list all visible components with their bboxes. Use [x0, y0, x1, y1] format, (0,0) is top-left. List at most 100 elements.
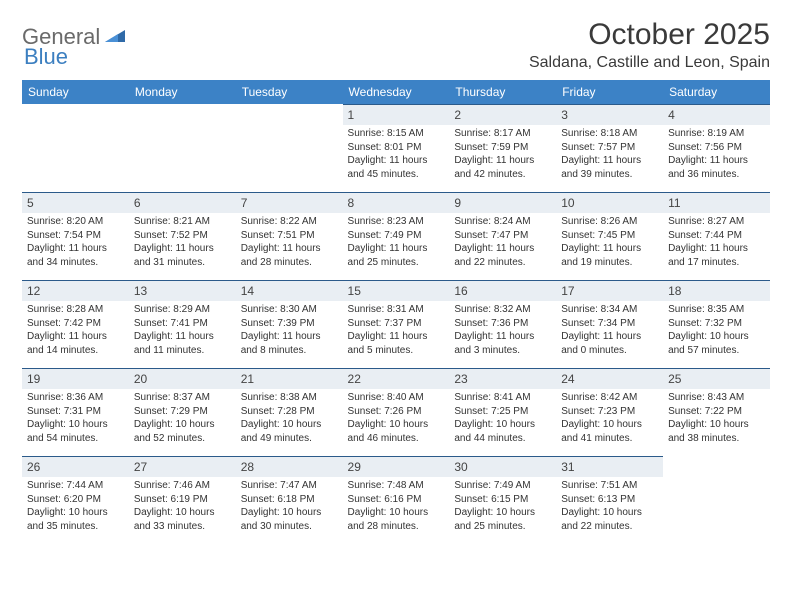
sunrise-text: Sunrise: 8:34 AM: [561, 303, 658, 317]
day-number: 23: [449, 369, 556, 389]
day-info: Sunrise: 7:48 AMSunset: 6:16 PMDaylight:…: [343, 479, 450, 533]
day-number: 1: [343, 105, 450, 125]
week-row: 5Sunrise: 8:20 AMSunset: 7:54 PMDaylight…: [22, 192, 770, 280]
day-cell: 2Sunrise: 8:17 AMSunset: 7:59 PMDaylight…: [449, 104, 556, 192]
calendar-table: SundayMondayTuesdayWednesdayThursdayFrid…: [22, 80, 770, 544]
sunset-text: Sunset: 7:49 PM: [348, 229, 445, 243]
day-cell: 31Sunrise: 7:51 AMSunset: 6:13 PMDayligh…: [556, 456, 663, 544]
day-number: 13: [129, 281, 236, 301]
day-number: 26: [22, 457, 129, 477]
day-info: Sunrise: 8:32 AMSunset: 7:36 PMDaylight:…: [449, 303, 556, 357]
day-cell: 26Sunrise: 7:44 AMSunset: 6:20 PMDayligh…: [22, 456, 129, 544]
day-info: Sunrise: 8:20 AMSunset: 7:54 PMDaylight:…: [22, 215, 129, 269]
day-info: Sunrise: 7:44 AMSunset: 6:20 PMDaylight:…: [22, 479, 129, 533]
sunrise-text: Sunrise: 8:36 AM: [27, 391, 124, 405]
day-number: 12: [22, 281, 129, 301]
day-cell: 11Sunrise: 8:27 AMSunset: 7:44 PMDayligh…: [663, 192, 770, 280]
daylight-text-1: Daylight: 10 hours: [561, 506, 658, 520]
week-row: 19Sunrise: 8:36 AMSunset: 7:31 PMDayligh…: [22, 368, 770, 456]
calendar-page: General October 2025 Saldana, Castille a…: [0, 0, 792, 554]
daynum-bar: 26: [22, 456, 129, 477]
sunrise-text: Sunrise: 7:44 AM: [27, 479, 124, 493]
daylight-text-2: and 3 minutes.: [454, 344, 551, 358]
logo-blue-text: Blue: [24, 44, 68, 69]
day-cell: 1Sunrise: 8:15 AMSunset: 8:01 PMDaylight…: [343, 104, 450, 192]
daylight-text-2: and 14 minutes.: [27, 344, 124, 358]
day-info: Sunrise: 8:28 AMSunset: 7:42 PMDaylight:…: [22, 303, 129, 357]
month-title: October 2025: [529, 18, 770, 52]
day-number: 29: [343, 457, 450, 477]
sunset-text: Sunset: 7:44 PM: [668, 229, 765, 243]
daynum-bar: 20: [129, 368, 236, 389]
sunrise-text: Sunrise: 8:43 AM: [668, 391, 765, 405]
day-info: Sunrise: 7:51 AMSunset: 6:13 PMDaylight:…: [556, 479, 663, 533]
day-cell: [663, 456, 770, 544]
sunrise-text: Sunrise: 8:30 AM: [241, 303, 338, 317]
day-cell: 18Sunrise: 8:35 AMSunset: 7:32 PMDayligh…: [663, 280, 770, 368]
daylight-text-1: Daylight: 11 hours: [668, 154, 765, 168]
daylight-text-1: Daylight: 11 hours: [561, 242, 658, 256]
daylight-text-1: Daylight: 10 hours: [27, 506, 124, 520]
sunset-text: Sunset: 7:37 PM: [348, 317, 445, 331]
day-cell: 22Sunrise: 8:40 AMSunset: 7:26 PMDayligh…: [343, 368, 450, 456]
day-number: 5: [22, 193, 129, 213]
day-cell: 13Sunrise: 8:29 AMSunset: 7:41 PMDayligh…: [129, 280, 236, 368]
day-info: Sunrise: 8:31 AMSunset: 7:37 PMDaylight:…: [343, 303, 450, 357]
daynum-bar: 6: [129, 192, 236, 213]
sunset-text: Sunset: 7:41 PM: [134, 317, 231, 331]
day-cell: 8Sunrise: 8:23 AMSunset: 7:49 PMDaylight…: [343, 192, 450, 280]
day-number: 20: [129, 369, 236, 389]
day-cell: 28Sunrise: 7:47 AMSunset: 6:18 PMDayligh…: [236, 456, 343, 544]
daylight-text-1: Daylight: 11 hours: [454, 330, 551, 344]
daylight-text-2: and 57 minutes.: [668, 344, 765, 358]
daylight-text-1: Daylight: 11 hours: [348, 330, 445, 344]
day-number: 21: [236, 369, 343, 389]
day-number: 14: [236, 281, 343, 301]
sunset-text: Sunset: 7:56 PM: [668, 141, 765, 155]
daynum-bar: 4: [663, 104, 770, 125]
location-text: Saldana, Castille and Leon, Spain: [529, 54, 770, 72]
day-number: 19: [22, 369, 129, 389]
daynum-bar: 12: [22, 280, 129, 301]
day-info: Sunrise: 8:23 AMSunset: 7:49 PMDaylight:…: [343, 215, 450, 269]
day-cell: 4Sunrise: 8:19 AMSunset: 7:56 PMDaylight…: [663, 104, 770, 192]
sunrise-text: Sunrise: 8:28 AM: [27, 303, 124, 317]
sunrise-text: Sunrise: 8:40 AM: [348, 391, 445, 405]
day-info: Sunrise: 8:34 AMSunset: 7:34 PMDaylight:…: [556, 303, 663, 357]
day-info: Sunrise: 8:35 AMSunset: 7:32 PMDaylight:…: [663, 303, 770, 357]
week-row: 1Sunrise: 8:15 AMSunset: 8:01 PMDaylight…: [22, 104, 770, 192]
dayname-tuesday: Tuesday: [236, 80, 343, 104]
day-cell: 3Sunrise: 8:18 AMSunset: 7:57 PMDaylight…: [556, 104, 663, 192]
day-info: Sunrise: 8:19 AMSunset: 7:56 PMDaylight:…: [663, 127, 770, 181]
day-cell: 30Sunrise: 7:49 AMSunset: 6:15 PMDayligh…: [449, 456, 556, 544]
day-cell: 21Sunrise: 8:38 AMSunset: 7:28 PMDayligh…: [236, 368, 343, 456]
day-cell: 12Sunrise: 8:28 AMSunset: 7:42 PMDayligh…: [22, 280, 129, 368]
day-number: 31: [556, 457, 663, 477]
dayname-sunday: Sunday: [22, 80, 129, 104]
daylight-text-2: and 22 minutes.: [561, 520, 658, 534]
day-cell: 27Sunrise: 7:46 AMSunset: 6:19 PMDayligh…: [129, 456, 236, 544]
daylight-text-1: Daylight: 11 hours: [561, 330, 658, 344]
day-number: 6: [129, 193, 236, 213]
daylight-text-1: Daylight: 11 hours: [241, 330, 338, 344]
day-info: Sunrise: 8:21 AMSunset: 7:52 PMDaylight:…: [129, 215, 236, 269]
day-cell: 14Sunrise: 8:30 AMSunset: 7:39 PMDayligh…: [236, 280, 343, 368]
sunset-text: Sunset: 7:51 PM: [241, 229, 338, 243]
day-info: Sunrise: 8:22 AMSunset: 7:51 PMDaylight:…: [236, 215, 343, 269]
day-info: Sunrise: 7:46 AMSunset: 6:19 PMDaylight:…: [129, 479, 236, 533]
dayname-wednesday: Wednesday: [343, 80, 450, 104]
daynum-bar: 15: [343, 280, 450, 301]
daylight-text-2: and 44 minutes.: [454, 432, 551, 446]
logo-blue-wrap: Blue: [22, 44, 68, 70]
daylight-text-1: Daylight: 11 hours: [241, 242, 338, 256]
daylight-text-2: and 33 minutes.: [134, 520, 231, 534]
day-number: 28: [236, 457, 343, 477]
daynum-bar: 21: [236, 368, 343, 389]
daylight-text-2: and 19 minutes.: [561, 256, 658, 270]
title-block: October 2025 Saldana, Castille and Leon,…: [529, 18, 770, 72]
day-number: 22: [343, 369, 450, 389]
daylight-text-2: and 52 minutes.: [134, 432, 231, 446]
sunset-text: Sunset: 6:15 PM: [454, 493, 551, 507]
daynum-bar: 13: [129, 280, 236, 301]
sunset-text: Sunset: 7:23 PM: [561, 405, 658, 419]
